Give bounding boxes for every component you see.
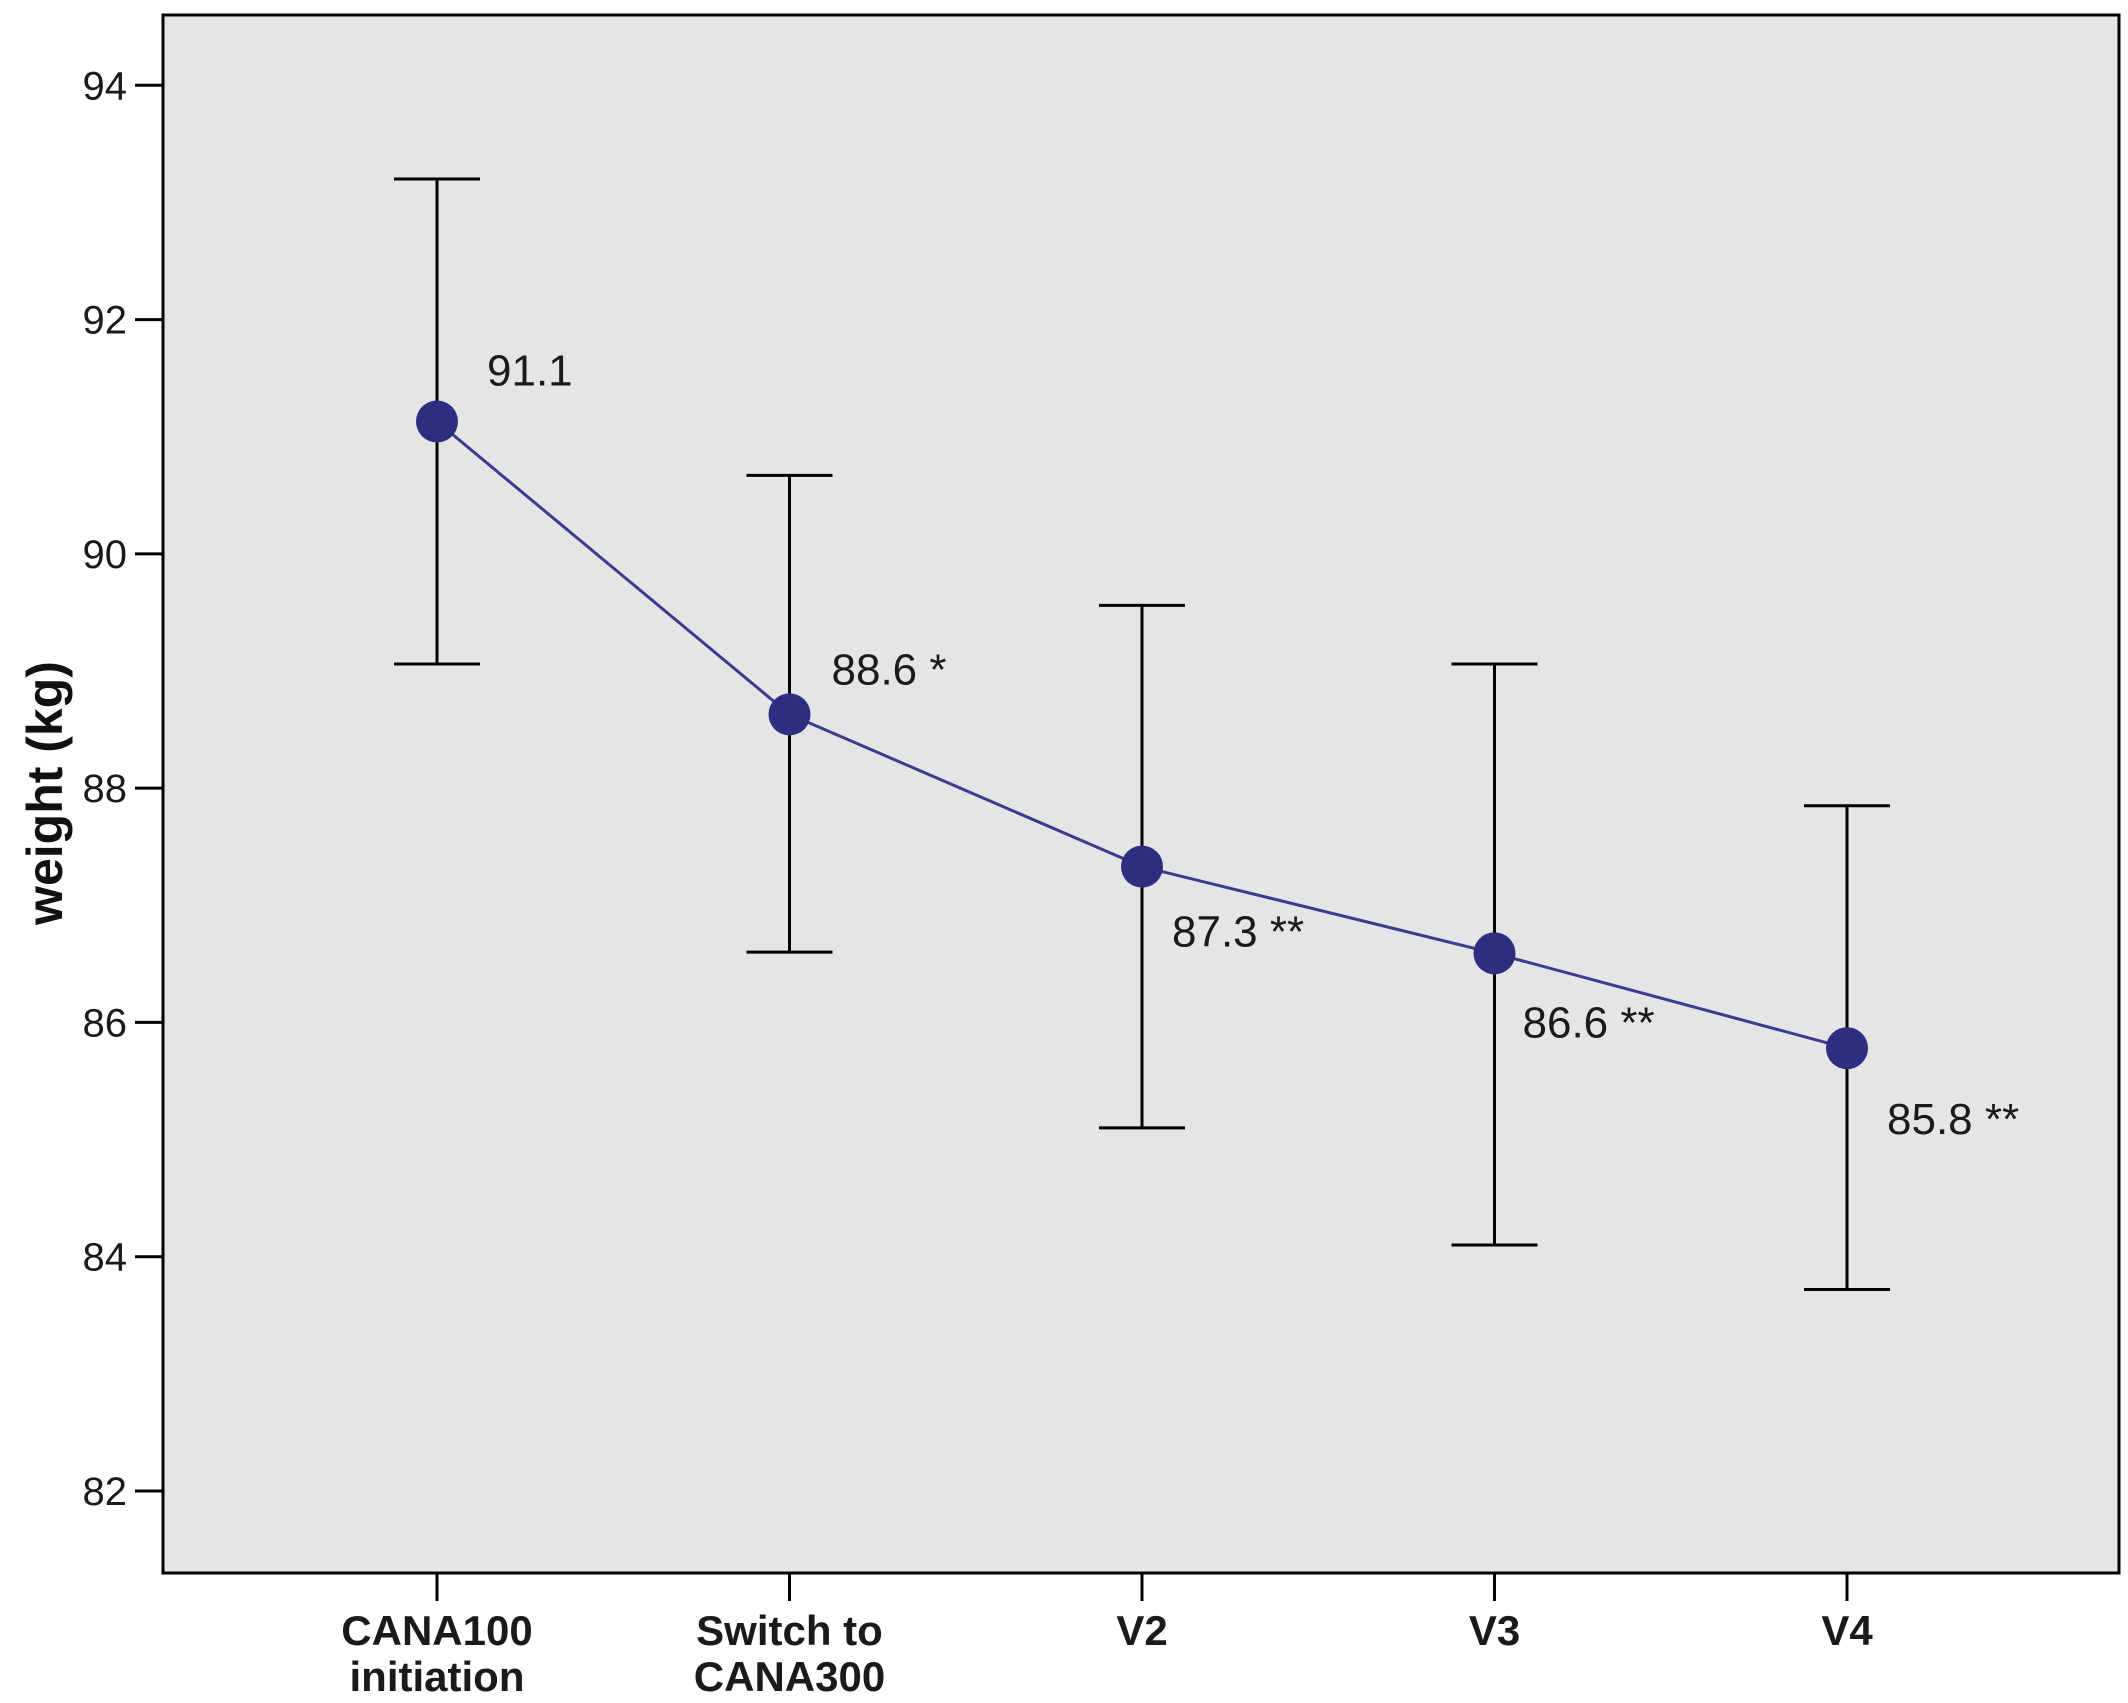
data-point [1121, 845, 1163, 888]
x-category-label-line: CANA300 [694, 1653, 885, 1700]
markers [416, 400, 1868, 1070]
y-tick-label: 92 [83, 299, 128, 343]
data-point [1826, 1027, 1868, 1070]
x-category-label: V4 [1821, 1607, 1873, 1654]
x-category-label-line: V2 [1116, 1607, 1167, 1654]
data-label: 91.1 [487, 346, 573, 395]
data-label: 87.3 ** [1172, 908, 1304, 957]
y-tick-label: 86 [83, 1001, 128, 1045]
x-category-label: V2 [1116, 1607, 1167, 1654]
x-category-label-line: initiation [350, 1653, 525, 1700]
data-label: 85.8 ** [1887, 1095, 2019, 1144]
y-tick-label: 90 [83, 533, 128, 577]
y-axis: 82 84 86 88 90 92 94 [83, 64, 163, 1514]
x-category-label-line: CANA100 [341, 1607, 532, 1654]
x-category-label: V3 [1469, 1607, 1520, 1654]
y-tick-label: 94 [83, 64, 128, 108]
data-label: 86.6 ** [1523, 998, 1655, 1047]
x-category-label-line: V4 [1821, 1607, 1873, 1654]
x-category-label: CANA100 initiation [341, 1607, 532, 1700]
data-point [1473, 932, 1516, 975]
x-axis: CANA100 initiation Switch to CANA300 V2 V3 V4 [341, 1573, 1873, 1700]
y-tick-label: 88 [83, 767, 128, 811]
x-category-label: Switch to CANA300 [694, 1607, 885, 1700]
data-point [416, 400, 458, 443]
data-labels: 91.1 88.6 * 87.3 ** 86.6 ** 85.8 ** [487, 346, 2019, 1144]
y-tick-label: 82 [83, 1470, 128, 1514]
data-label: 88.6 * [832, 645, 947, 694]
y-axis-title: weight (kg) [17, 661, 73, 926]
x-category-label-line: V3 [1469, 1607, 1520, 1654]
y-tick-label: 84 [83, 1236, 128, 1280]
x-category-label-line: Switch to [696, 1607, 883, 1654]
data-point [768, 693, 811, 736]
